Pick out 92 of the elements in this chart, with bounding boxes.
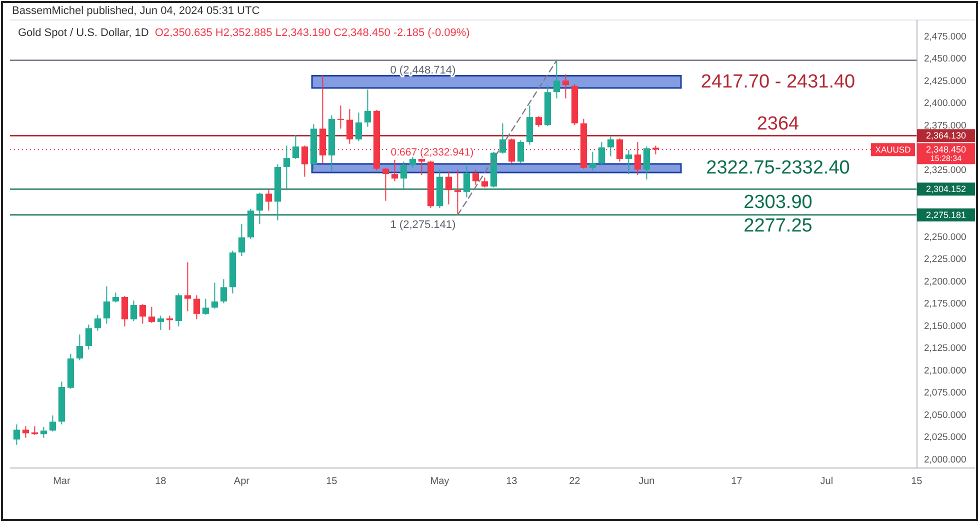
candlestick — [598, 142, 605, 166]
annotation: 2303.90 — [744, 192, 812, 213]
candlestick — [40, 426, 47, 438]
text: 15:28:34 — [930, 154, 962, 164]
candlestick — [391, 159, 398, 182]
y-tick-label: 2,150.000 — [924, 320, 966, 332]
x-tick-label: 18 — [155, 476, 167, 487]
candlestick — [283, 145, 290, 190]
x-tick-label: 13 — [506, 476, 518, 487]
candlestick — [481, 177, 488, 188]
annotation: 2277.25 — [744, 216, 812, 237]
candlestick — [265, 188, 272, 212]
y-tick-label: 2,125.000 — [924, 343, 966, 354]
ref-line-label: 2,304.152 — [926, 184, 966, 194]
annotation: 2364 — [756, 113, 800, 134]
candlestick — [553, 60, 560, 99]
x-tick-label: Mar — [53, 476, 71, 487]
candlestick — [337, 105, 344, 130]
y-tick-label: 2,025.000 — [924, 432, 966, 444]
y-tick-label: 2,075.000 — [924, 388, 966, 399]
candlestick — [103, 286, 110, 324]
x-tick-label: 17 — [731, 476, 743, 487]
candlestick — [643, 146, 650, 180]
candlestick — [94, 314, 101, 332]
candlestick — [202, 298, 209, 316]
y-tick-label: 2,200.000 — [924, 276, 966, 288]
y-tick-label: 2,400.000 — [924, 98, 966, 110]
candlestick — [454, 169, 461, 216]
candlestick — [112, 292, 119, 303]
annotation: 1 (2,275.141) — [390, 218, 456, 231]
candlestick — [49, 414, 56, 432]
candlestick — [211, 282, 218, 310]
candlestick — [139, 304, 146, 324]
y-tick-label: 2,450.000 — [924, 54, 966, 65]
y-tick-label: 2,050.000 — [924, 410, 966, 421]
candlestick — [85, 324, 92, 350]
annotation: XAUUSD — [875, 144, 911, 155]
x-tick-label: 15 — [326, 476, 338, 487]
candlestick — [445, 170, 452, 205]
candlestick — [292, 134, 299, 160]
annotation: 0 (2,448.714) — [390, 64, 456, 76]
band-label: 2322.75-2332.40 — [706, 158, 850, 179]
y-tick-label: 2,000.000 — [924, 454, 966, 466]
x-tick-label: 22 — [569, 476, 581, 487]
candlestick — [76, 334, 83, 361]
candlestick — [157, 315, 164, 330]
candlestick — [463, 166, 470, 198]
ref-line-label: 2,364.130 — [926, 130, 966, 141]
candlestick — [472, 169, 479, 186]
candlestick — [535, 116, 542, 128]
y-tick-label: 2,375.000 — [924, 120, 966, 132]
candlestick — [589, 151, 596, 172]
candlestick — [625, 150, 632, 175]
ref-line-label: 2,348.450 — [926, 144, 966, 155]
text: BassemMichel published, Jun 04, 2024 05:31 UTC — [12, 5, 260, 17]
candlestick — [13, 424, 20, 446]
text: O2,350.635 H2,352.885 L2,343.190 C2,348.450 -2.185 (-0.09%) — [154, 27, 470, 39]
x-tick-label: 15 — [911, 476, 923, 487]
candlestick — [517, 140, 524, 164]
candlestick — [364, 88, 371, 128]
candlestick — [220, 278, 227, 304]
y-tick-label: 2,100.000 — [924, 365, 966, 376]
candlestick — [148, 306, 155, 324]
text: Gold Spot / U.S. Dollar, 1D — [18, 27, 149, 39]
x-tick-label: May — [430, 476, 450, 487]
candlestick — [382, 167, 389, 202]
candlestick — [184, 262, 191, 312]
y-tick-label: 2,475.000 — [924, 31, 966, 42]
candlestick — [193, 294, 200, 320]
candlestick — [22, 426, 29, 438]
candlestick — [346, 108, 353, 144]
candlestick — [301, 145, 308, 178]
candlestick — [409, 156, 416, 168]
x-tick-label: Apr — [234, 476, 250, 487]
candlestick — [607, 136, 614, 157]
candlestick — [256, 192, 263, 224]
x-tick-label: Jun — [638, 476, 655, 487]
ref-line-label: 2,275.181 — [926, 210, 966, 220]
x-tick-label: Jul — [820, 476, 834, 487]
y-tick-label: 2,250.000 — [924, 232, 966, 243]
y-tick-label: 2,225.000 — [924, 254, 966, 266]
candlestick — [121, 296, 128, 327]
band-label: 2417.70 - 2431.40 — [700, 71, 856, 92]
annotation: 0.667 (2,332.941) — [390, 146, 474, 158]
y-tick-label: 2,425.000 — [924, 76, 966, 87]
candlestick — [130, 300, 137, 322]
candlestick — [238, 223, 245, 257]
candlestick — [355, 112, 362, 142]
candlestick — [400, 161, 407, 189]
y-tick-label: 2,175.000 — [924, 298, 966, 310]
y-tick-label: 2,325.000 — [924, 165, 966, 176]
candlestick — [562, 74, 569, 99]
